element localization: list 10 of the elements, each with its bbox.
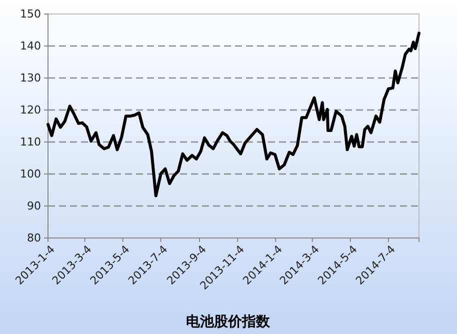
y-tick-label: 120 — [20, 104, 41, 117]
y-tick-label: 90 — [27, 200, 41, 213]
y-tick-label: 100 — [20, 168, 41, 181]
y-tick-label: 130 — [20, 72, 41, 85]
line-series — [46, 32, 420, 198]
y-tick-label: 140 — [20, 40, 41, 53]
y-tick-label: 150 — [20, 8, 41, 21]
text: 电池股价指数 — [186, 314, 271, 330]
y-tick-label: 110 — [20, 136, 41, 149]
y-tick-label: 80 — [27, 232, 41, 245]
